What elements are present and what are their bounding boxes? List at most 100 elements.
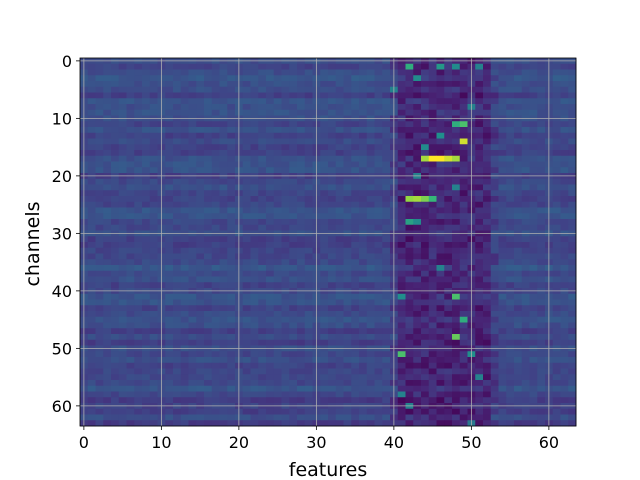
heatmap-cell: [180, 132, 189, 139]
heatmap-cell: [490, 408, 499, 415]
heatmap-cell: [142, 127, 151, 134]
heatmap-cell: [87, 380, 96, 387]
heatmap-cell: [351, 305, 360, 312]
heatmap-cell: [560, 334, 569, 341]
heatmap-cell: [436, 184, 445, 191]
heatmap-cell: [134, 196, 143, 203]
heatmap-cell: [490, 414, 499, 421]
heatmap-cell: [188, 224, 197, 231]
heatmap-cell: [529, 408, 538, 415]
heatmap-cell: [289, 196, 298, 203]
heatmap-cell: [459, 109, 468, 116]
heatmap-cell: [118, 196, 127, 203]
heatmap-cell: [188, 328, 197, 335]
heatmap-cell: [343, 420, 352, 427]
heatmap-cell: [397, 81, 406, 88]
heatmap-cell: [568, 385, 577, 392]
heatmap-cell: [521, 63, 530, 70]
heatmap-cell: [273, 104, 282, 111]
heatmap-cell: [180, 144, 189, 151]
heatmap-cell: [335, 368, 344, 375]
heatmap-cell: [188, 81, 197, 88]
heatmap-cell: [413, 380, 422, 387]
heatmap-cell: [180, 253, 189, 260]
heatmap-cell: [196, 247, 205, 254]
heatmap-cell: [537, 219, 546, 226]
heatmap-cell: [134, 270, 143, 277]
heatmap-cell: [498, 265, 507, 272]
heatmap-cell: [343, 121, 352, 128]
heatmap-cell: [452, 81, 461, 88]
heatmap-cell: [382, 328, 391, 335]
heatmap-cell: [351, 385, 360, 392]
heatmap-cell: [498, 109, 507, 116]
heatmap-cell: [521, 305, 530, 312]
heatmap-cell: [196, 86, 205, 93]
heatmap-cell: [490, 109, 499, 116]
heatmap-cell: [521, 328, 530, 335]
heatmap-cell: [413, 420, 422, 427]
heatmap-cell: [428, 253, 437, 260]
heatmap-cell: [173, 201, 182, 208]
heatmap-cell: [366, 92, 375, 99]
heatmap-cell: [289, 127, 298, 134]
heatmap-cell: [490, 328, 499, 335]
heatmap-cell: [87, 270, 96, 277]
heatmap-cell: [149, 236, 158, 243]
heatmap-cell: [343, 408, 352, 415]
heatmap-cell: [452, 144, 461, 151]
heatmap-cell: [382, 150, 391, 157]
heatmap-cell: [351, 339, 360, 346]
heatmap-cell: [180, 242, 189, 249]
heatmap-cell: [289, 311, 298, 318]
heatmap-cell: [335, 334, 344, 341]
heatmap-cell: [552, 328, 561, 335]
heatmap-cell: [537, 414, 546, 421]
heatmap-cell: [397, 109, 406, 116]
heatmap-cell: [382, 276, 391, 283]
heatmap-cell: [227, 380, 236, 387]
heatmap-cell: [529, 380, 538, 387]
heatmap-cell: [273, 259, 282, 266]
heatmap-cell: [428, 276, 437, 283]
heatmap-cell: [552, 282, 561, 289]
heatmap-cell: [266, 339, 275, 346]
heatmap-cell: [552, 144, 561, 151]
heatmap-cell: [452, 316, 461, 323]
heatmap-cell: [413, 293, 422, 300]
heatmap-cell: [180, 311, 189, 318]
heatmap-cell: [204, 259, 213, 266]
heatmap-cell: [428, 75, 437, 82]
heatmap-cell: [281, 213, 290, 220]
heatmap-cell: [266, 408, 275, 415]
heatmap-cell: [134, 75, 143, 82]
heatmap-cell: [320, 69, 329, 76]
heatmap-cell: [397, 121, 406, 128]
heatmap-cell: [304, 362, 313, 369]
heatmap-cell: [366, 132, 375, 139]
heatmap-cell: [405, 196, 414, 203]
heatmap-cell: [421, 299, 430, 306]
heatmap-cell: [266, 161, 275, 168]
heatmap-cell: [304, 339, 313, 346]
heatmap-cell: [413, 397, 422, 404]
heatmap-cell: [452, 161, 461, 168]
heatmap-cell: [87, 322, 96, 329]
heatmap-cell: [250, 196, 259, 203]
heatmap-cell: [413, 374, 422, 381]
heatmap-cell: [521, 339, 530, 346]
heatmap-cell: [126, 305, 135, 312]
heatmap-cell: [304, 132, 313, 139]
heatmap-cell: [219, 362, 228, 369]
heatmap-cell: [242, 362, 251, 369]
heatmap-cell: [126, 374, 135, 381]
heatmap-cell: [266, 368, 275, 375]
heatmap-cell: [359, 150, 368, 157]
heatmap-cell: [475, 328, 484, 335]
heatmap-cell: [397, 224, 406, 231]
heatmap-cell: [560, 236, 569, 243]
heatmap-cell: [521, 293, 530, 300]
heatmap-cell: [211, 92, 220, 99]
heatmap-cell: [188, 299, 197, 306]
heatmap-cell: [560, 184, 569, 191]
